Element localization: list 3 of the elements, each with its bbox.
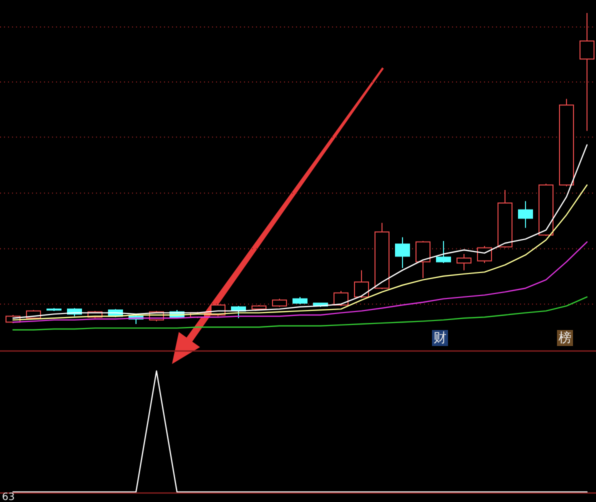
annotation: 63 — [2, 492, 15, 502]
text: 榜 — [558, 331, 572, 346]
text: 财 — [434, 331, 446, 346]
